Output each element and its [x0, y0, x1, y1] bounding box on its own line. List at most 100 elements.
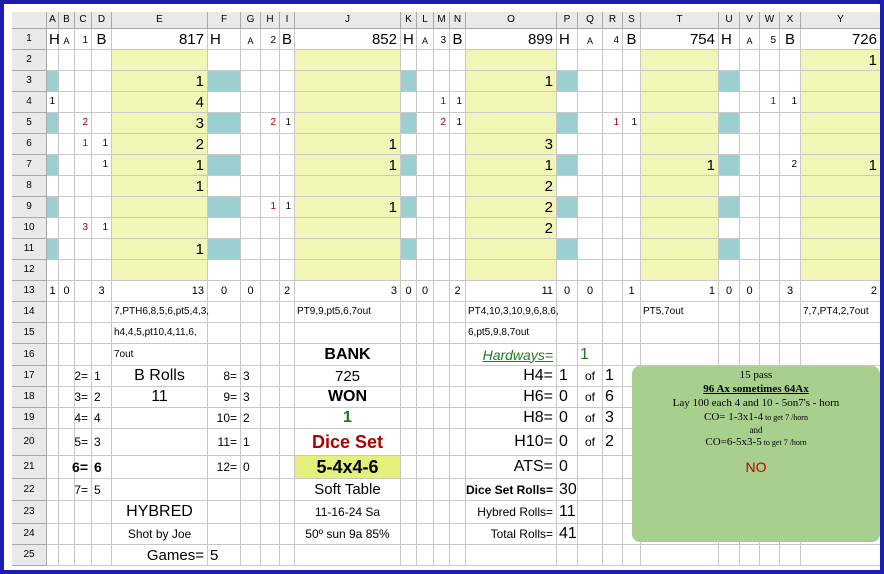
- cell-G21[interactable]: 0: [241, 456, 261, 479]
- column-header-G[interactable]: G: [241, 12, 261, 29]
- cell-H16[interactable]: [261, 344, 280, 366]
- cell-K23[interactable]: [401, 501, 417, 524]
- cell-B14[interactable]: [59, 302, 75, 323]
- cell-U7[interactable]: [719, 155, 740, 176]
- cell-B4[interactable]: [59, 92, 75, 113]
- cell-F4[interactable]: [208, 92, 241, 113]
- cell-B17[interactable]: [59, 366, 75, 387]
- cell-A15[interactable]: [47, 323, 59, 344]
- cell-F25[interactable]: 5: [208, 545, 241, 566]
- cell-C6[interactable]: 1: [75, 134, 92, 155]
- cell-Y3[interactable]: [801, 71, 880, 92]
- cell-I17[interactable]: [280, 366, 295, 387]
- cell-M25[interactable]: [434, 545, 450, 566]
- cell-N6[interactable]: [450, 134, 466, 155]
- cell-X2[interactable]: [780, 50, 801, 71]
- cell-K8[interactable]: [401, 176, 417, 197]
- cell-W15[interactable]: [760, 323, 780, 344]
- cell-C20[interactable]: 5=: [74, 429, 92, 456]
- cell-X15[interactable]: [780, 323, 801, 344]
- cell-O16[interactable]: Hardways=: [466, 344, 557, 366]
- cell-D22[interactable]: 5: [92, 479, 112, 501]
- cell-N17[interactable]: [450, 366, 466, 387]
- row-header-24[interactable]: 24: [12, 524, 47, 545]
- cell-J11[interactable]: [295, 239, 401, 260]
- cell-Y5[interactable]: [801, 113, 880, 134]
- cell-D6[interactable]: 1: [92, 134, 112, 155]
- cell-P5[interactable]: [557, 113, 578, 134]
- cell-E10[interactable]: [112, 218, 208, 239]
- cell-D19[interactable]: 4: [92, 408, 112, 429]
- column-header-D[interactable]: D: [92, 12, 112, 29]
- cell-K1[interactable]: H: [401, 29, 417, 50]
- cell-C21[interactable]: 6=: [72, 456, 92, 479]
- cell-M15[interactable]: [434, 323, 450, 344]
- cell-I14[interactable]: [280, 302, 295, 323]
- cell-S5[interactable]: 1: [623, 113, 641, 134]
- cell-G10[interactable]: [241, 218, 261, 239]
- cell-M23[interactable]: [434, 501, 450, 524]
- cell-L10[interactable]: [417, 218, 434, 239]
- cell-R1[interactable]: 4: [603, 29, 623, 50]
- column-header-S[interactable]: S: [623, 12, 641, 29]
- cell-P17[interactable]: 1: [557, 366, 578, 387]
- cell-X14[interactable]: [780, 302, 801, 323]
- cell-V3[interactable]: [740, 71, 760, 92]
- column-header-E[interactable]: E: [112, 12, 208, 29]
- cell-M17[interactable]: [434, 366, 450, 387]
- cell-P18[interactable]: 0: [557, 387, 578, 408]
- cell-H1[interactable]: 2: [261, 29, 280, 50]
- cell-L20[interactable]: [417, 429, 434, 456]
- cell-C23[interactable]: [75, 501, 92, 524]
- cell-M10[interactable]: [434, 218, 450, 239]
- cell-M19[interactable]: [434, 408, 450, 429]
- cell-X13[interactable]: 3: [780, 281, 801, 302]
- cell-Q13[interactable]: 0: [578, 281, 603, 302]
- cell-R9[interactable]: [603, 197, 623, 218]
- column-header-W[interactable]: W: [760, 12, 780, 29]
- cell-E23[interactable]: HYBRED: [112, 501, 208, 524]
- cell-J17[interactable]: 725: [295, 366, 401, 387]
- cell-H4[interactable]: [261, 92, 280, 113]
- cell-Y8[interactable]: [801, 176, 880, 197]
- cell-C7[interactable]: [75, 155, 92, 176]
- cell-W25[interactable]: [760, 545, 780, 566]
- cell-A13[interactable]: 1: [47, 281, 59, 302]
- cell-G13[interactable]: 0: [241, 281, 261, 302]
- cell-B5[interactable]: [59, 113, 75, 134]
- cell-M18[interactable]: [434, 387, 450, 408]
- cell-O9[interactable]: 2: [466, 197, 557, 218]
- sequence-game1-line1[interactable]: 7,PTH6,8,5,6,pt5,4,3,: [112, 302, 209, 323]
- cell-K25[interactable]: [401, 545, 417, 566]
- cell-G8[interactable]: [241, 176, 261, 197]
- row-header-2[interactable]: 2: [12, 50, 47, 71]
- cell-F14[interactable]: [208, 302, 241, 323]
- cell-S11[interactable]: [623, 239, 641, 260]
- cell-E1[interactable]: 817: [112, 29, 208, 50]
- cell-A4[interactable]: 1: [47, 92, 59, 113]
- cell-C1[interactable]: 1: [75, 29, 92, 50]
- cell-N2[interactable]: [450, 50, 466, 71]
- cell-U25[interactable]: [719, 545, 740, 566]
- cell-P8[interactable]: [557, 176, 578, 197]
- cell-C13[interactable]: [75, 281, 92, 302]
- cell-A6[interactable]: [47, 134, 59, 155]
- cell-P11[interactable]: [557, 239, 578, 260]
- cell-O2[interactable]: [466, 50, 557, 71]
- cell-Q21[interactable]: [578, 456, 603, 479]
- cell-W14[interactable]: [760, 302, 780, 323]
- cell-C17[interactable]: 2=: [74, 366, 92, 387]
- cell-G16[interactable]: [241, 344, 261, 366]
- cell-Y1[interactable]: 726: [801, 29, 880, 50]
- column-header-B[interactable]: B: [59, 12, 75, 29]
- cell-N23[interactable]: [450, 501, 466, 524]
- cell-P3[interactable]: [557, 71, 578, 92]
- cell-F17[interactable]: 8=: [208, 366, 241, 387]
- cell-X5[interactable]: [780, 113, 801, 134]
- cell-E3[interactable]: 1: [112, 71, 208, 92]
- cell-F12[interactable]: [208, 260, 241, 281]
- cell-V8[interactable]: [740, 176, 760, 197]
- row-header-20[interactable]: 20: [12, 429, 47, 456]
- cell-H24[interactable]: [261, 524, 280, 545]
- cell-J22[interactable]: Soft Table: [295, 479, 401, 501]
